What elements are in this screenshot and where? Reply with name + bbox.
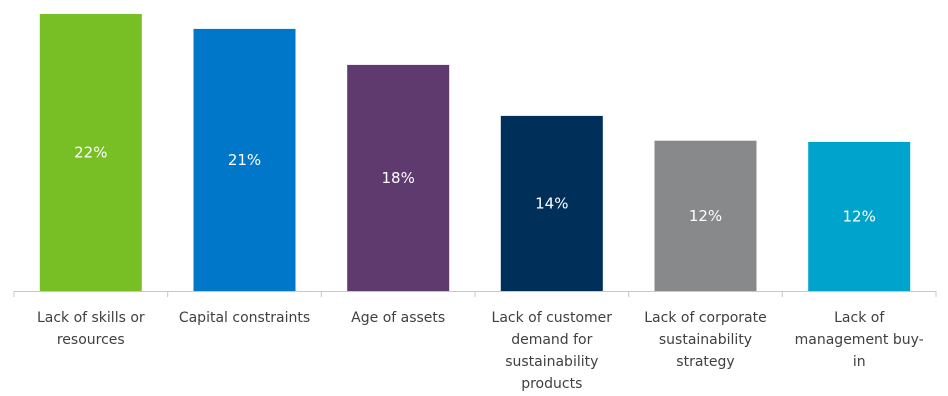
category-label-3: Age of assets — [351, 310, 445, 326]
data-label-1: 22% — [74, 144, 107, 162]
data-label-2: 21% — [228, 151, 261, 169]
category-label-6: Lack of management buy-in — [795, 310, 924, 370]
category-label-5: Lack of corporate sustainability strategy — [644, 310, 767, 370]
bar-1 — [39, 14, 142, 291]
bar-2 — [193, 28, 296, 292]
bar-6 — [808, 141, 911, 291]
bar-3 — [347, 64, 450, 292]
data-label-4: 14% — [535, 194, 568, 212]
data-label-5: 12% — [689, 207, 722, 225]
x-axis — [13, 291, 937, 297]
data-label-6: 12% — [843, 208, 876, 226]
category-label-2: Capital constraints — [179, 310, 310, 326]
category-labels: Lack of skills or resources Capital constr… — [37, 310, 924, 392]
data-label-3: 18% — [382, 169, 415, 187]
bars-layer: 22% 21% 18% 14% 12% 12% — [39, 14, 911, 292]
bar-5 — [654, 140, 757, 291]
category-label-4: Lack of customer demand for sustainability… — [492, 310, 613, 392]
category-label-1: Lack of skills or resources — [37, 310, 145, 348]
bar-4 — [500, 115, 603, 292]
